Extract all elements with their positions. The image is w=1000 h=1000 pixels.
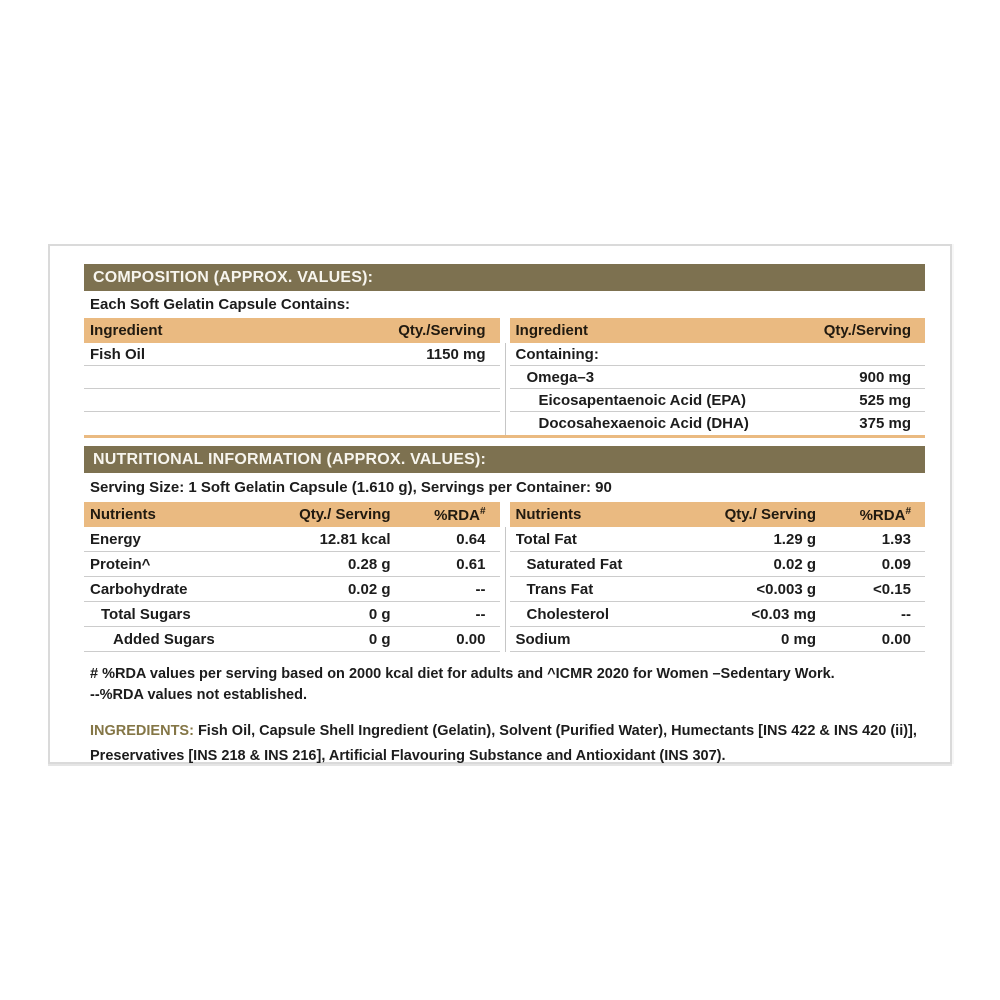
nutrition-header-left: Nutrients Qty./ Serving %RDA#: [84, 502, 500, 527]
row-qty-cell: <0.003 g: [756, 580, 816, 598]
qty-serving-column-header: Qty./ Serving: [724, 506, 816, 523]
supplement-label-card: COMPOSITION (APPROX. VALUES): Each Soft …: [48, 244, 952, 764]
rda-footnote: # %RDA values per serving based on 2000 …: [90, 666, 835, 682]
ingredients-text: Fish Oil, Capsule Shell Ingredient (Gela…: [90, 723, 917, 764]
table-row: Trans Fat <0.003 g <0.15: [509, 577, 925, 602]
footnotes: # %RDA values per serving based on 2000 …: [90, 664, 925, 706]
composition-table-header: Ingredient Qty./Serving Ingredient Qty./…: [84, 318, 925, 343]
table-row: Docosahexaenoic Acid (DHA) 375 mg: [510, 412, 926, 435]
row-rda-cell: 0.61: [456, 555, 486, 573]
table-row: Cholesterol <0.03 mg --: [509, 602, 925, 627]
table-row: Fish Oil 1150 mg: [84, 343, 500, 366]
table-row: Protein^ 0.28 g 0.61: [84, 552, 500, 577]
row-label-cell: Sodium: [515, 630, 571, 648]
row-qty-cell: 900 mg: [859, 368, 911, 386]
table-row: [84, 389, 500, 412]
row-label-cell: Protein^: [90, 555, 151, 573]
rda-not-established-footnote: --%RDA values not established.: [90, 687, 308, 703]
nutrients-column-header: Nutrients: [90, 506, 156, 523]
ingredient-column-header: Ingredient: [515, 322, 589, 339]
row-rda-cell: <0.15: [873, 580, 911, 598]
row-qty-cell: 0 g: [368, 605, 391, 623]
row-qty-cell: 0.02 g: [773, 555, 816, 573]
qty-serving-column-header: Qty./Serving: [823, 322, 911, 339]
row-rda-cell: 0.00: [881, 630, 911, 648]
row-label-cell: Trans Fat: [526, 580, 594, 598]
table-row: Energy 12.81 kcal 0.64: [84, 527, 500, 552]
row-label-cell: Docosahexaenoic Acid (DHA): [538, 415, 749, 432]
row-label-cell: Cholesterol: [526, 605, 610, 623]
row-label-cell: Eicosapentaenoic Acid (EPA): [538, 391, 747, 409]
nutrients-column-header: Nutrients: [515, 506, 582, 523]
table-row: Total Sugars 0 g --: [84, 602, 500, 627]
row-qty-cell: 0 mg: [780, 630, 816, 648]
row-label-cell: Total Sugars: [101, 605, 191, 623]
table-row: Added Sugars 0 g 0.00: [84, 627, 500, 652]
nutrition-table-header: Nutrients Qty./ Serving %RDA# Nutrients …: [84, 502, 925, 527]
row-label-cell: Saturated Fat: [526, 555, 623, 573]
composition-subtitle: Each Soft Gelatin Capsule Contains:: [90, 296, 351, 313]
row-qty-cell: 0.28 g: [347, 555, 391, 573]
rda-column-header: %RDA#: [859, 505, 911, 524]
row-rda-cell: --: [901, 605, 911, 623]
table-row: [84, 412, 500, 435]
composition-left-column: Fish Oil 1150 mg: [84, 343, 500, 435]
nutrition-left-column: Energy 12.81 kcal 0.64 Protein^ 0.28 g 0.61 Ca…: [84, 527, 500, 652]
ingredients-paragraph: INGREDIENTS: Fish Oil, Capsule Shell Ing…: [90, 719, 925, 769]
table-row: [84, 366, 500, 389]
row-qty-cell: 525 mg: [859, 391, 911, 409]
composition-right-column: Containing: Omega–3 900 mg Eicosapentaenoic…: [509, 343, 926, 435]
nutrition-header-right: Nutrients Qty./ Serving %RDA#: [509, 502, 925, 527]
row-qty-cell: 375 mg: [859, 415, 911, 432]
table-row: Omega–3 900 mg: [509, 366, 925, 389]
row-rda-cell: --: [475, 605, 486, 623]
row-label-cell: Containing:: [515, 345, 599, 363]
nutrition-table: Nutrients Qty./ Serving %RDA# Nutrients …: [84, 502, 925, 652]
row-qty-cell: <0.03 mg: [751, 605, 816, 623]
serving-size-line: Serving Size: 1 Soft Gelatin Capsule (1.…: [90, 479, 612, 496]
row-label-cell: Fish Oil: [90, 345, 146, 363]
table-row: Sodium 0 mg 0.00: [509, 627, 925, 652]
qty-serving-column-header: Qty./ Serving: [299, 506, 391, 523]
table-row: Eicosapentaenoic Acid (EPA) 525 mg: [509, 389, 925, 412]
row-label-cell: Omega–3: [526, 368, 595, 386]
rda-column-header: %RDA#: [434, 505, 486, 524]
composition-header-right: Ingredient Qty./Serving: [509, 318, 925, 343]
row-label-cell: Carbohydrate: [90, 580, 188, 598]
composition-table: Ingredient Qty./Serving Ingredient Qty./…: [84, 318, 925, 438]
row-label-cell: Energy: [90, 530, 141, 548]
table-row: Saturated Fat 0.02 g 0.09: [509, 552, 925, 577]
table-row: Carbohydrate 0.02 g --: [84, 577, 500, 602]
row-qty-cell: 12.81 kcal: [319, 530, 391, 548]
composition-section-header: COMPOSITION (APPROX. VALUES):: [84, 264, 925, 291]
qty-serving-column-header: Qty./Serving: [398, 322, 486, 339]
row-qty-cell: 0 g: [368, 630, 391, 648]
row-rda-cell: --: [475, 580, 486, 598]
table-divider-line: [504, 527, 506, 652]
table-row: Containing:: [509, 343, 925, 366]
row-label-cell: Total Fat: [515, 530, 577, 548]
ingredients-label: INGREDIENTS:: [90, 723, 194, 739]
row-qty-cell: 1150 mg: [426, 345, 486, 363]
row-rda-cell: 0.09: [881, 555, 911, 573]
nutrition-right-column: Total Fat 1.29 g 1.93 Saturated Fat 0.02 g 0.…: [509, 527, 925, 652]
row-rda-cell: 0.00: [456, 630, 486, 648]
row-rda-cell: 1.93: [881, 530, 911, 548]
ingredient-column-header: Ingredient: [90, 322, 163, 339]
row-rda-cell: 0.64: [456, 530, 486, 548]
composition-header-left: Ingredient Qty./Serving: [84, 318, 500, 343]
row-qty-cell: 0.02 g: [347, 580, 391, 598]
row-label-cell: Added Sugars: [113, 630, 215, 648]
table-row: Total Fat 1.29 g 1.93: [509, 527, 925, 552]
row-qty-cell: 1.29 g: [773, 530, 816, 548]
nutrition-section-header: NUTRITIONAL INFORMATION (APPROX. VALUES)…: [84, 446, 925, 473]
table-divider-line: [504, 343, 506, 435]
